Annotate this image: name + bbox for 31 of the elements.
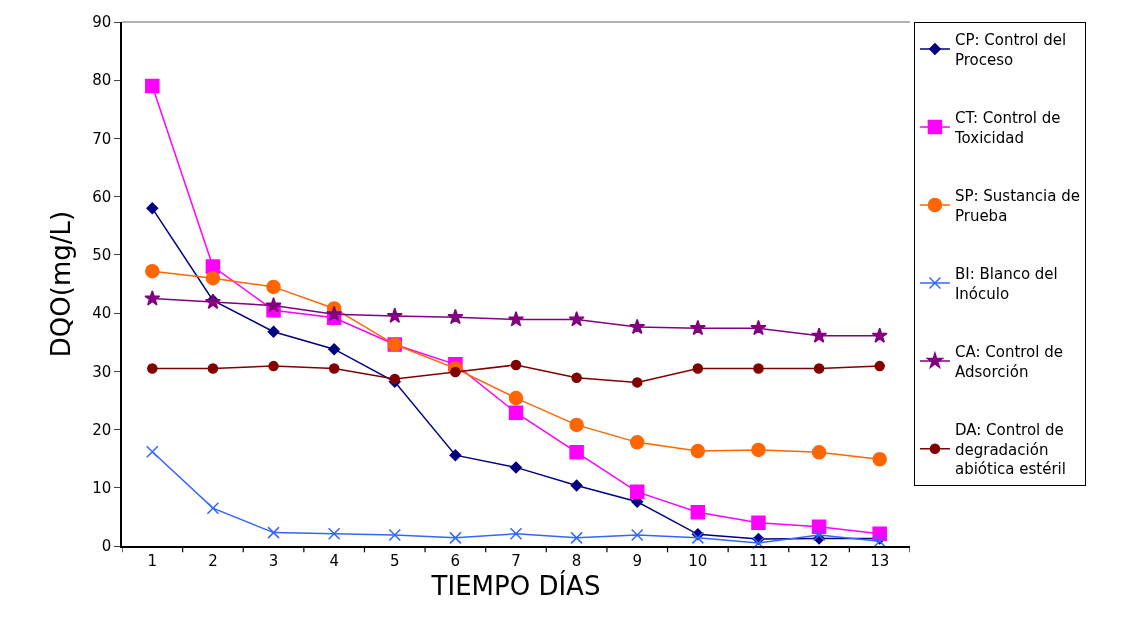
x-tick-label: 9 [632,551,642,570]
y-tick-label: 90 [92,13,112,32]
x-axis-title: TIEMPO DÍAS [430,569,601,601]
x-tick-label: 7 [511,551,521,570]
y-tick-label: 40 [92,304,112,323]
x-tick-label: 1 [147,551,158,570]
legend-label: DA: Control de degradación abiótica estéril [954,421,1066,479]
x-tick-label: 3 [268,551,279,570]
x-tick-label: 11 [748,551,769,570]
x-tick-label: 6 [450,551,461,570]
y-tick-label: 80 [92,71,112,90]
x-tick-label: 2 [208,551,218,570]
y-axis-title: DQO(mg/L) [46,210,77,358]
x-tick-label: 12 [809,551,829,570]
y-tick-label: 30 [92,362,112,381]
legend-label: BI: Blanco del Inóculo [954,265,1058,303]
x-tick-label: 10 [688,551,708,570]
legend-label: CT: Control de Toxicidad [953,109,1061,147]
x-tick-label: 4 [329,551,339,570]
y-tick-label: 0 [101,537,112,556]
legend-label: CA: Control de Adsorción [954,343,1063,381]
x-tick-label: 13 [870,551,890,570]
y-tick-label: 50 [92,246,112,265]
y-tick-label: 70 [92,129,112,148]
x-tick-label: 8 [571,551,582,570]
x-tick-label: 5 [390,551,400,570]
y-tick-label: 20 [92,420,112,439]
legend-label: CP: Control del Proceso [954,31,1067,69]
y-tick-label: 10 [92,479,112,498]
legend-label: SP: Sustancia de Prueba [954,187,1080,225]
y-tick-label: 60 [92,187,112,206]
